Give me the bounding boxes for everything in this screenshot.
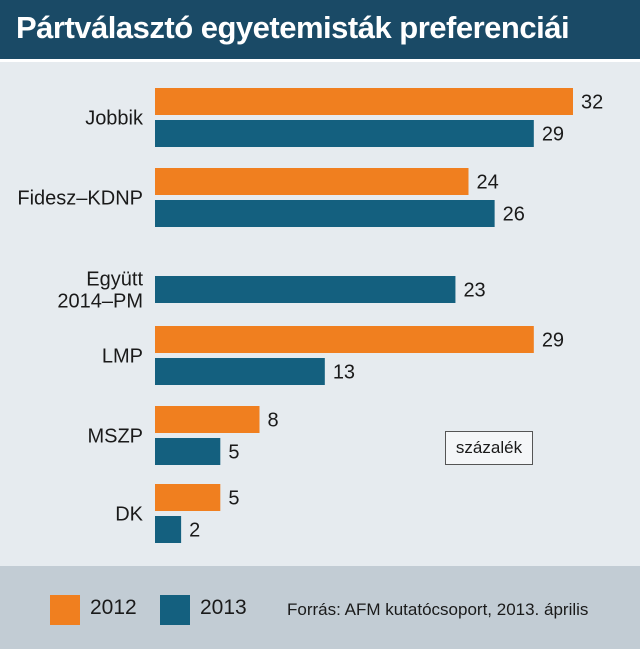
data-label-fidesz-kdnp-2013: 26 — [503, 204, 525, 226]
data-label-mszp-2013: 5 — [228, 442, 239, 464]
bar-dk-2013 — [155, 516, 182, 543]
bar-lmp-2012 — [155, 326, 534, 353]
legend-footer — [0, 566, 640, 649]
category-label-lmp: LMP — [102, 346, 143, 368]
bar-mszp-2013 — [155, 438, 221, 465]
data-label-egy-tt-2014-pm-2013: 23 — [463, 280, 485, 302]
source-note: Forrás: AFM kutatócsoport, 2013. április — [287, 600, 589, 619]
data-label-dk-2012: 5 — [228, 488, 239, 510]
header-bar: Pártválasztó egyetemisták preferenciái — [0, 0, 640, 62]
data-label-lmp-2013: 13 — [333, 362, 355, 384]
bar-fidesz-kdnp-2013 — [155, 200, 495, 227]
legend-label-2012: 2012 — [90, 596, 137, 619]
data-label-jobbik-2013: 29 — [542, 124, 564, 146]
category-label-fidesz-kdnp: Fidesz–KDNP — [17, 188, 143, 210]
data-label-dk-2013: 2 — [189, 520, 200, 542]
data-label-mszp-2012: 8 — [268, 410, 279, 432]
data-label-lmp-2012: 29 — [542, 330, 564, 352]
bar-mszp-2012 — [155, 406, 260, 433]
bar-egy-tt-2014-pm-2013 — [155, 276, 456, 303]
bar-lmp-2013 — [155, 358, 325, 385]
bar-jobbik-2012 — [155, 88, 573, 115]
bar-fidesz-kdnp-2012 — [155, 168, 469, 195]
category-label-mszp: MSZP — [87, 426, 143, 448]
category-label-dk: DK — [115, 504, 143, 526]
legend-swatch-2013 — [160, 595, 190, 625]
category-label-egy-tt-2014-pm: Együtt 2014–PM — [57, 269, 143, 313]
category-label-jobbik: Jobbik — [85, 108, 144, 130]
unit-label: százalék — [445, 431, 533, 465]
legend-swatch-2012 — [50, 595, 80, 625]
chart-title: Pártválasztó egyetemisták preferenciái — [16, 10, 570, 45]
data-label-jobbik-2012: 32 — [581, 92, 603, 114]
legend-label-2013: 2013 — [200, 596, 247, 619]
data-label-fidesz-kdnp-2012: 24 — [477, 172, 499, 194]
bar-dk-2012 — [155, 484, 221, 511]
bar-jobbik-2013 — [155, 120, 534, 147]
